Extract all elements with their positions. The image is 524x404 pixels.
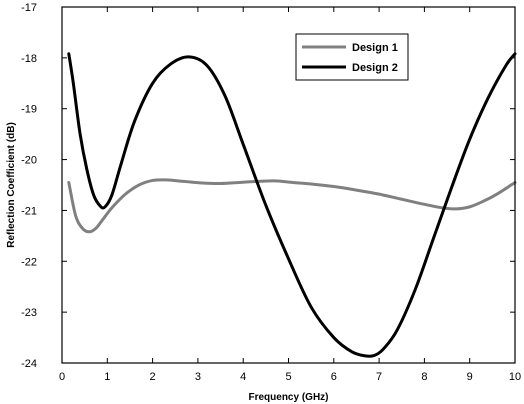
legend-box	[295, 33, 409, 81]
series-line-design-1	[67, 178, 517, 234]
x-axis-title: Frequency (GHz)	[248, 392, 328, 403]
x-tick-label: 5	[285, 371, 291, 383]
y-tick-label: -18	[21, 53, 37, 65]
y-tick-label: -23	[21, 307, 37, 319]
y-tick-label: -20	[21, 155, 37, 167]
x-tick-label: 8	[421, 371, 427, 383]
x-tick-label: 4	[240, 371, 246, 383]
legend-label-design-1: Design 1	[352, 42, 398, 54]
x-tick-label: 2	[150, 371, 156, 383]
x-tick-label: 9	[467, 371, 473, 383]
x-tick-label: 1	[104, 371, 110, 383]
y-tick-label: -24	[21, 358, 37, 370]
series-layer	[67, 52, 517, 358]
y-tick-label: -21	[21, 205, 37, 217]
y-axis-ticks: -17 -18 -19 -20 -21 -22 -23 -24	[21, 2, 515, 370]
series-line-design-2	[67, 52, 517, 358]
plot-frame	[61, 6, 516, 364]
x-tick-label: 7	[376, 371, 382, 383]
y-axis-title: Reflection Coefficient (dB)	[6, 122, 17, 248]
x-tick-label: 0	[59, 371, 65, 383]
y-tick-label: -22	[21, 256, 37, 268]
legend: Design 1 Design 2	[295, 33, 409, 81]
y-tick-label: -19	[21, 104, 37, 116]
x-axis-ticks: 0 1 2 3 4 5 6 7 8 9 10	[59, 7, 521, 383]
legend-label-design-2: Design 2	[352, 62, 398, 74]
x-tick-label: 3	[195, 371, 201, 383]
x-tick-label: 10	[509, 371, 521, 383]
x-tick-label: 6	[331, 371, 337, 383]
y-tick-label: -17	[21, 2, 37, 14]
